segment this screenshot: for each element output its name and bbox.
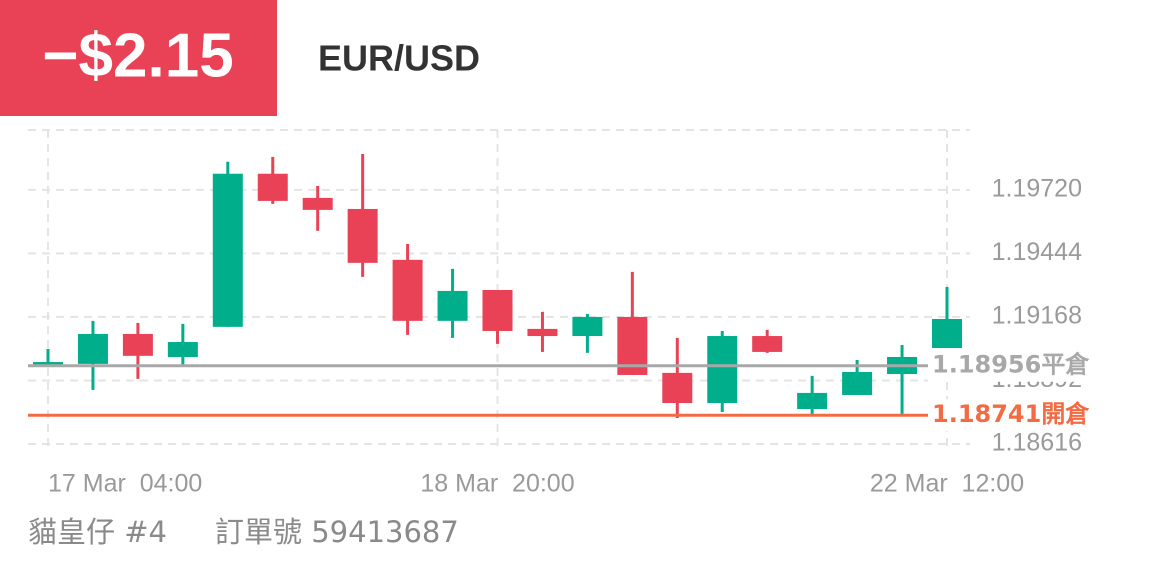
candle-body	[77, 333, 108, 364]
candle-body	[302, 197, 333, 210]
candle-body	[33, 362, 63, 366]
candle-body	[257, 173, 288, 201]
y-tick-label: 1.19168	[992, 302, 1082, 330]
pnl: −$2.15	[42, 21, 233, 90]
candle-body	[662, 372, 693, 404]
y-tick-label: 1.19720	[992, 174, 1082, 202]
candle-body	[752, 336, 783, 352]
reference-label: 1.18956平倉	[932, 351, 1090, 379]
reference-label-bg	[928, 349, 1088, 382]
y-tick-label: 1.18616	[992, 429, 1082, 457]
x-tick-label: 17 Mar 04:00	[48, 470, 202, 498]
x-tick-label: 22 Mar 12:00	[870, 470, 1024, 498]
candle-body	[932, 319, 962, 349]
candle-body	[347, 208, 378, 263]
x-tick-label: 18 Mar 20:00	[420, 470, 574, 498]
candle-body	[527, 328, 558, 337]
candle-body	[122, 333, 153, 356]
pnl-badge	[0, 0, 277, 116]
candle-body	[572, 316, 603, 337]
account: 貓皇仔 #4	[28, 515, 167, 549]
candle-body	[167, 342, 198, 357]
candle-body	[392, 259, 423, 321]
candle-body	[437, 290, 468, 321]
reference-label-bg	[928, 399, 1088, 432]
candle-body	[842, 371, 873, 395]
candle-body	[797, 392, 828, 410]
candle-body	[482, 290, 513, 331]
candle-body	[212, 173, 243, 327]
candle-body	[707, 336, 738, 404]
y-tick-label: 1.19444	[992, 238, 1082, 266]
symbol: EUR/USD	[318, 38, 480, 79]
order-number: 訂單號 59413687	[215, 515, 459, 549]
reference-label: 1.18741開倉	[932, 400, 1090, 428]
